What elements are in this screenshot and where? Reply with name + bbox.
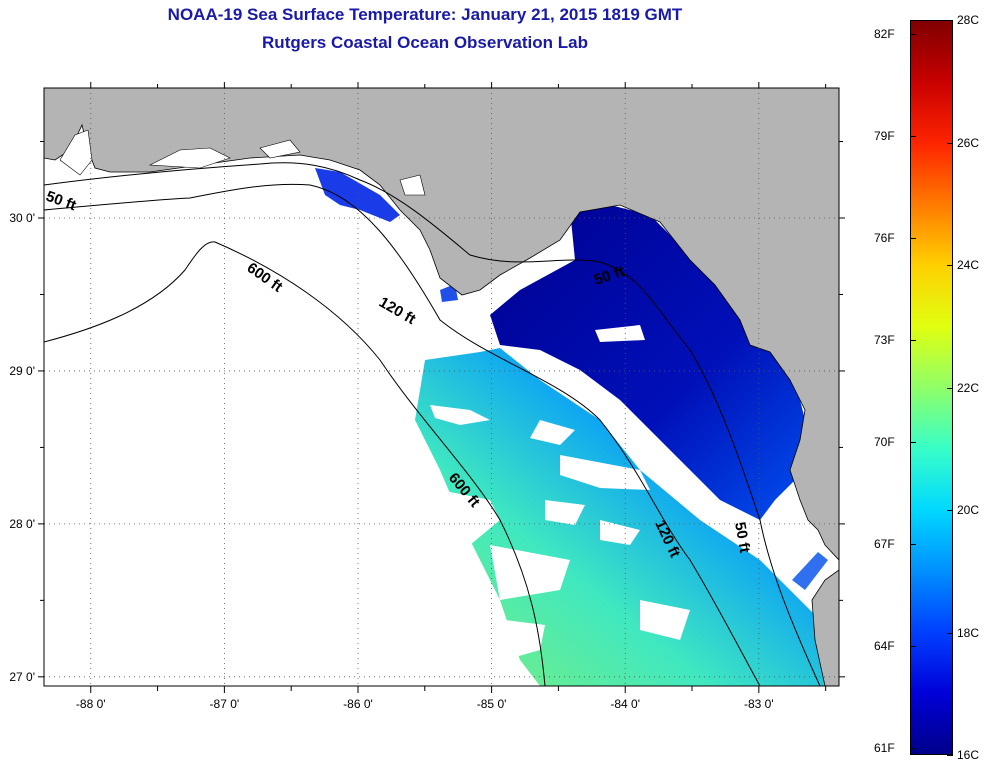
- colorbar-label-celsius: 20C: [957, 503, 980, 517]
- colorbar-tick-celsius: [947, 142, 953, 144]
- colorbar-tick-fahrenheit: [910, 237, 916, 239]
- bays: [59, 129, 426, 196]
- colorbar-label-celsius: 28C: [957, 13, 980, 27]
- colorbar-tick-celsius: [947, 387, 953, 389]
- axis-ticks: -88 0' -87 0' -86 0' -85 0' -84 0' -83 0' 30 0…: [9, 82, 845, 711]
- colorbar-label-fahrenheit: 76F: [874, 230, 895, 245]
- contour-120ft: [44, 183, 761, 686]
- contour-50ft: [44, 162, 821, 686]
- temperature-colorbar: [910, 20, 953, 755]
- contour-600ft: [44, 241, 546, 686]
- colorbar-tick-fahrenheit: [910, 646, 916, 648]
- colorbar-label-fahrenheit: 64F: [874, 639, 895, 654]
- colorbar-tick-fahrenheit: [910, 748, 916, 750]
- colorbar-label-fahrenheit: 73F: [874, 332, 895, 347]
- colorbar-label-fahrenheit: 70F: [874, 434, 895, 449]
- colorbar-label-celsius: 18C: [957, 625, 980, 640]
- colorbar-label-celsius: 22C: [957, 380, 980, 395]
- lon-tick-label: -86 0': [343, 697, 373, 711]
- bathymetry-contours: [44, 162, 821, 686]
- land-peninsula: [811, 569, 839, 686]
- colorbar-tick-celsius: [947, 510, 953, 511]
- colorbar-label-celsius: 16C: [957, 748, 980, 762]
- colorbar-tick-fahrenheit: [910, 135, 916, 137]
- sst-swath-offshore: [415, 348, 835, 686]
- colorbar-tick-fahrenheit: [910, 441, 916, 443]
- lon-tick-label: -83 0': [744, 697, 774, 711]
- cloud-gaps: [430, 325, 690, 660]
- colorbar-label-celsius: 26C: [957, 135, 980, 150]
- colorbar-label-fahrenheit: 67F: [874, 537, 895, 552]
- land: [44, 88, 839, 561]
- plot-frame: [43, 87, 840, 687]
- colorbar-tick-fahrenheit: [910, 544, 916, 546]
- lat-tick-label: 30 0': [9, 211, 35, 225]
- lat-tick-label: 29 0': [9, 364, 35, 378]
- lat-tick-label: 28 0': [9, 517, 35, 531]
- sst-patch-tampa: [792, 552, 828, 590]
- colorbar-tick-fahrenheit: [910, 339, 916, 341]
- lat-tick-label: 27 0': [9, 670, 35, 684]
- colorbar-tick-celsius: [947, 755, 953, 756]
- colorbar-label-celsius: 24C: [957, 258, 980, 272]
- colorbar-tick-celsius: [947, 265, 953, 266]
- contour-label-50ft-south: 50 ft: [731, 521, 753, 554]
- sst-patch-panhandle: [315, 168, 400, 222]
- map-title: NOAA-19 Sea Surface Temperature: January…: [167, 5, 683, 24]
- colorbar-label-fahrenheit: 61F: [874, 741, 895, 756]
- colorbar-tick-celsius: [947, 632, 953, 634]
- lon-tick-label: -85 0': [477, 697, 507, 711]
- map-subtitle: Rutgers Coastal Ocean Observation Lab: [262, 33, 588, 52]
- colorbar-label-fahrenheit: 79F: [874, 128, 895, 143]
- sst-swath-shelf: [490, 205, 805, 520]
- colorbar-label-fahrenheit: 82F: [874, 26, 895, 41]
- colorbar-tick-fahrenheit: [910, 33, 916, 35]
- lon-tick-label: -87 0': [210, 697, 240, 711]
- colorbar-tick-celsius: [947, 20, 953, 21]
- lon-tick-label: -88 0': [76, 697, 106, 711]
- lon-tick-label: -84 0': [610, 697, 640, 711]
